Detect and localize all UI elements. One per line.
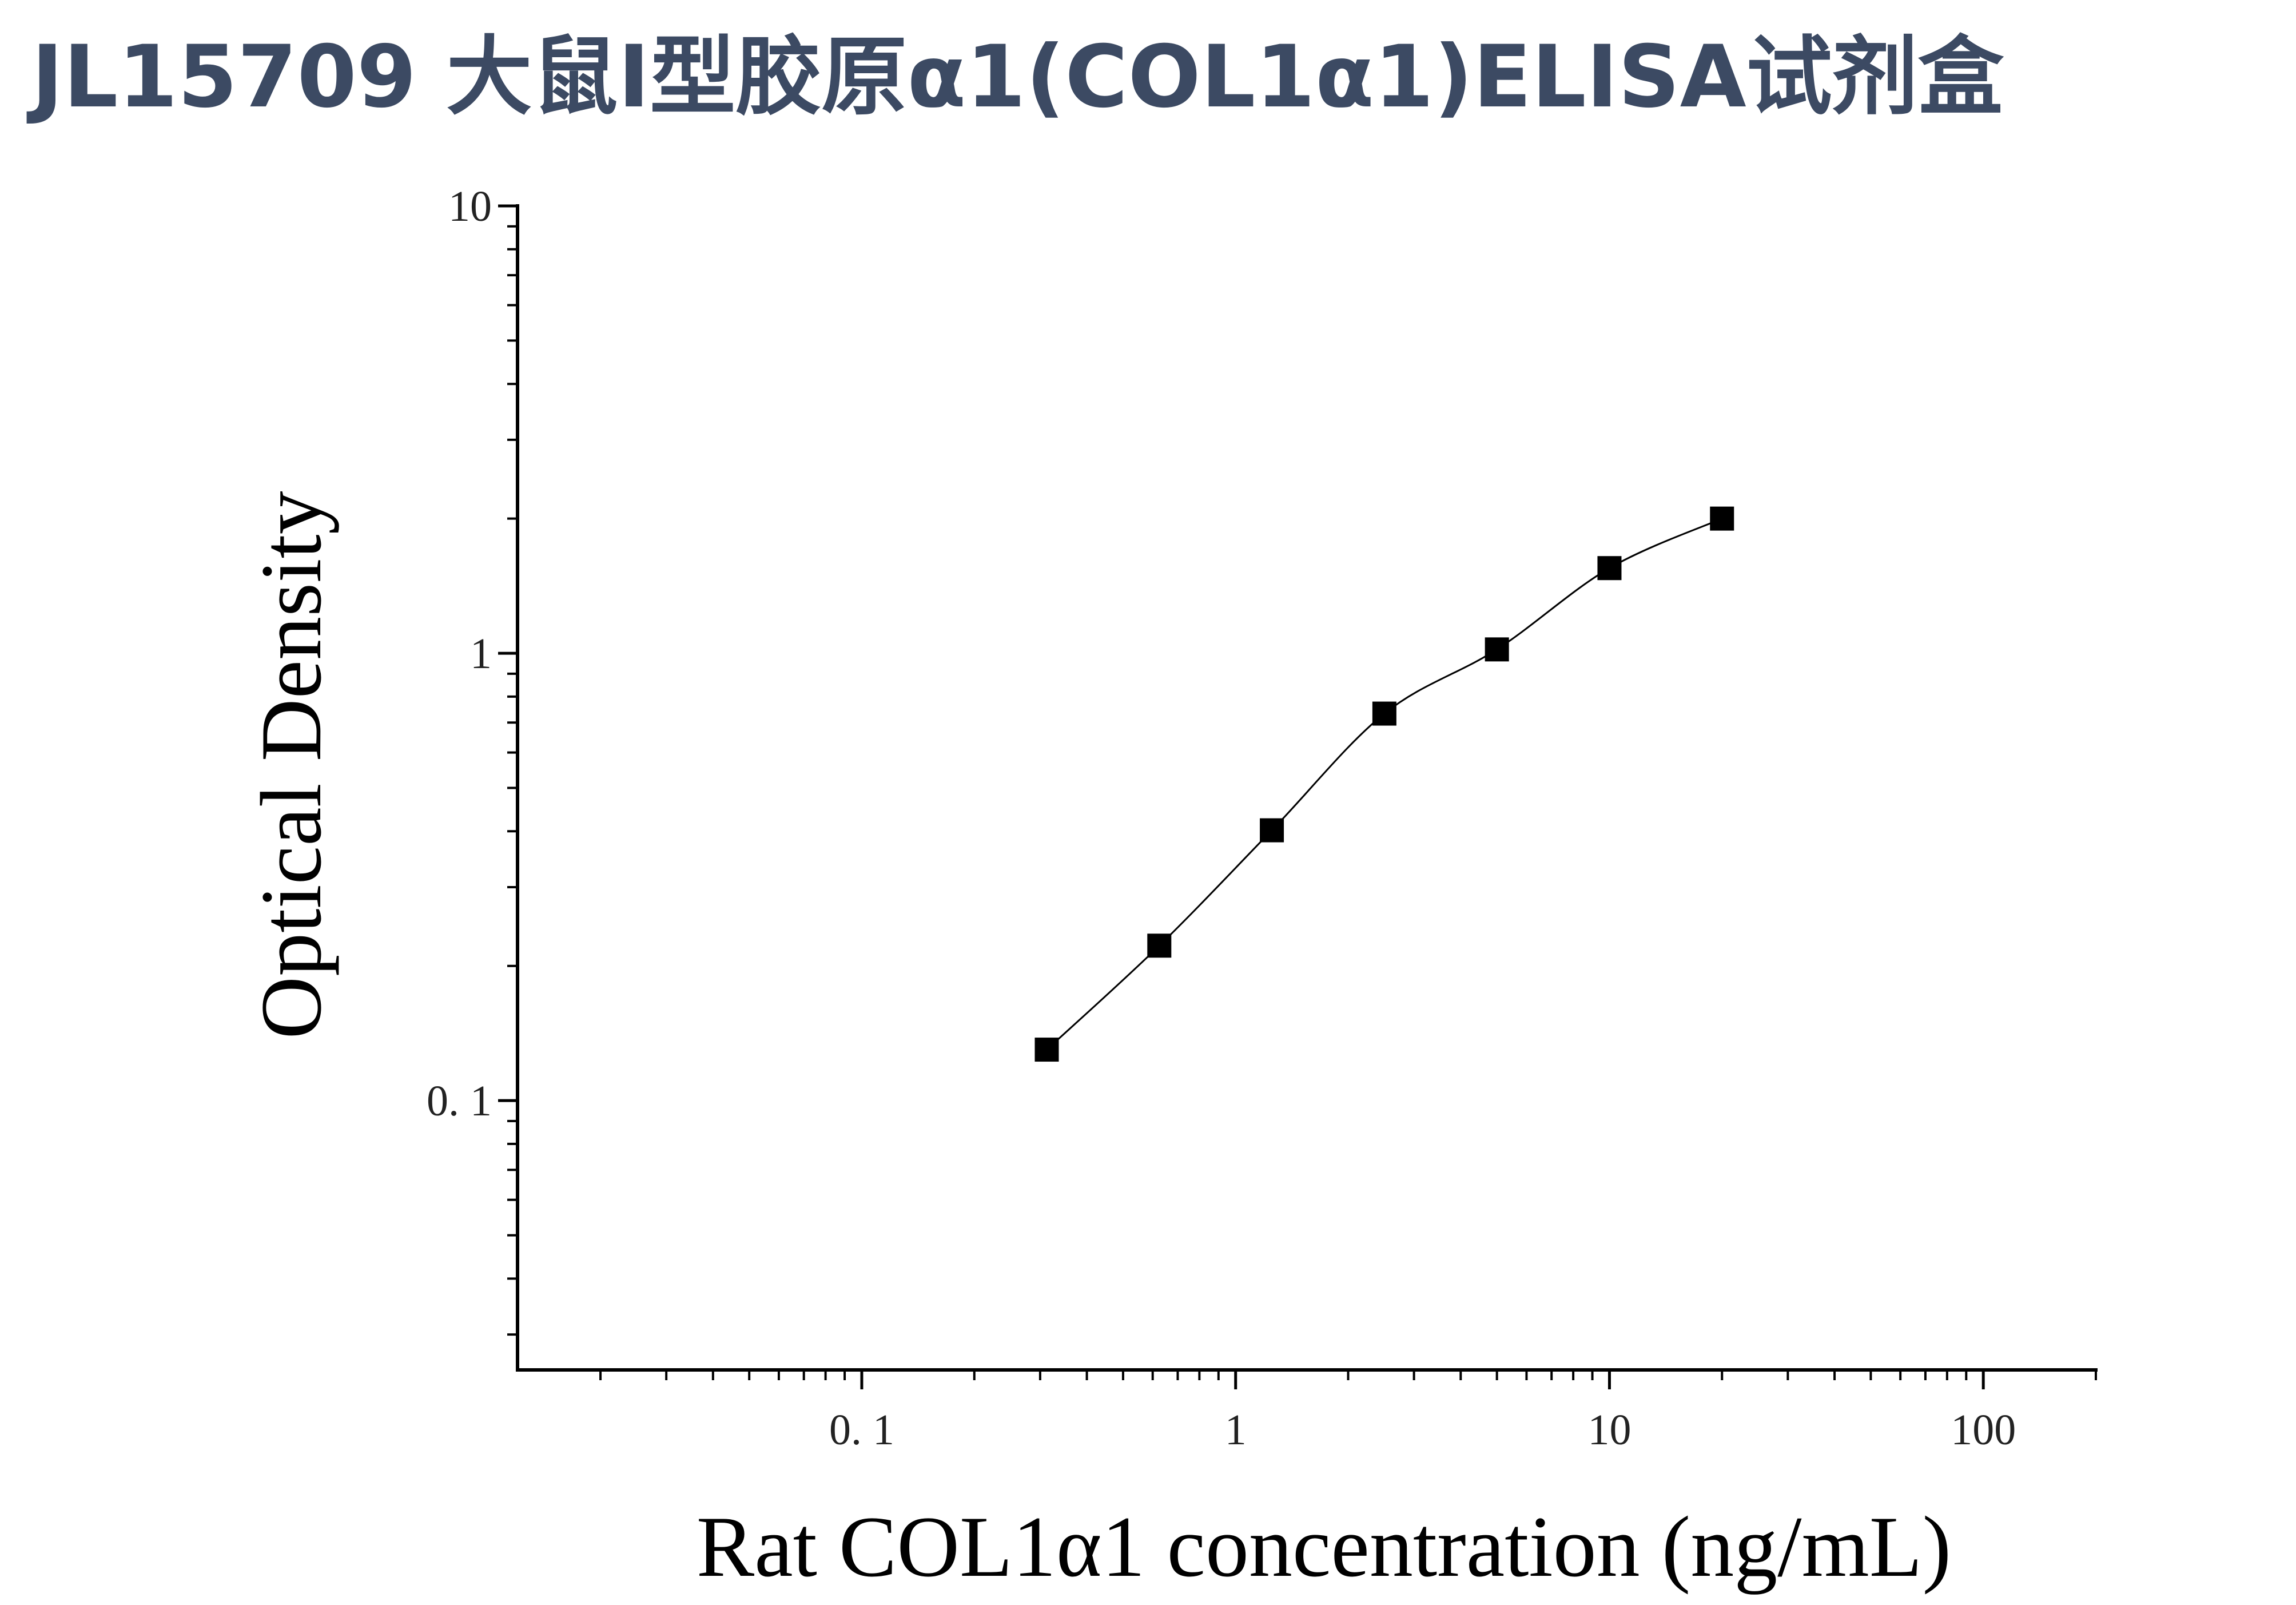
x-tick-label: 10: [1587, 1406, 1631, 1454]
tick-labels: 0. 1 1 10 100 0. 1 1 10: [427, 182, 2016, 1454]
x-tick-label: 0. 1: [829, 1406, 894, 1454]
x-axis-title: Rat COL1α1 concentration (ng/mL): [697, 1499, 1951, 1595]
data-point-marker: [1260, 818, 1284, 843]
y-tick-label: 0. 1: [427, 1077, 492, 1125]
axes: [498, 204, 2098, 1389]
data-points: [1034, 506, 1734, 1062]
data-point-marker: [1147, 933, 1172, 958]
data-point-marker: [1710, 506, 1734, 531]
data-point-marker: [1485, 637, 1509, 662]
page-title: JL15709 大鼠Ⅰ型胶原α1(COL1α1)ELISA试剂盒: [31, 27, 2004, 127]
x-tick-label: 100: [1951, 1406, 2016, 1454]
y-axis-title: Optical Density: [243, 491, 339, 1039]
data-point-marker: [1034, 1038, 1059, 1062]
fitted-curve: [1046, 518, 1722, 1051]
x-tick-label: 1: [1225, 1406, 1247, 1454]
data-point-marker: [1372, 701, 1396, 726]
y-tick-label: 10: [448, 182, 492, 231]
y-tick-label: 1: [470, 630, 492, 678]
fitted-curve-line: [1046, 518, 1722, 1051]
data-point-marker: [1597, 556, 1622, 581]
